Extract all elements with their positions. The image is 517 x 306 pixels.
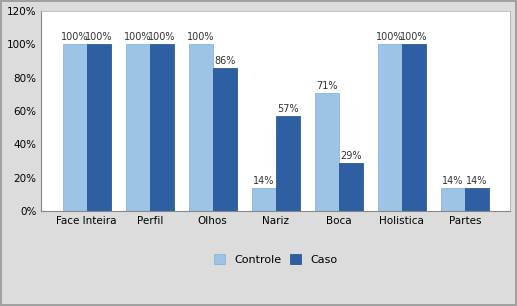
- Bar: [315, 93, 339, 211]
- Text: 100%: 100%: [376, 32, 404, 42]
- Bar: [212, 68, 237, 211]
- Bar: [378, 44, 402, 211]
- Text: 100%: 100%: [187, 32, 215, 42]
- Text: 100%: 100%: [148, 32, 175, 42]
- Bar: [402, 44, 425, 211]
- Text: 14%: 14%: [466, 176, 488, 185]
- Text: 100%: 100%: [400, 32, 428, 42]
- Text: 71%: 71%: [316, 80, 338, 91]
- Bar: [441, 188, 465, 211]
- Bar: [189, 44, 212, 211]
- Text: 29%: 29%: [340, 151, 361, 161]
- Bar: [63, 44, 87, 211]
- Text: 57%: 57%: [277, 104, 298, 114]
- Text: 86%: 86%: [214, 56, 235, 65]
- Text: 14%: 14%: [253, 176, 275, 185]
- Bar: [252, 188, 276, 211]
- Text: 100%: 100%: [61, 32, 88, 42]
- Bar: [465, 188, 489, 211]
- Bar: [276, 116, 300, 211]
- Bar: [126, 44, 150, 211]
- Text: 100%: 100%: [85, 32, 112, 42]
- Legend: Controle, Caso: Controle, Caso: [210, 250, 342, 269]
- Text: 100%: 100%: [124, 32, 151, 42]
- Bar: [150, 44, 174, 211]
- Bar: [339, 162, 363, 211]
- Text: 14%: 14%: [442, 176, 464, 185]
- Bar: [87, 44, 111, 211]
